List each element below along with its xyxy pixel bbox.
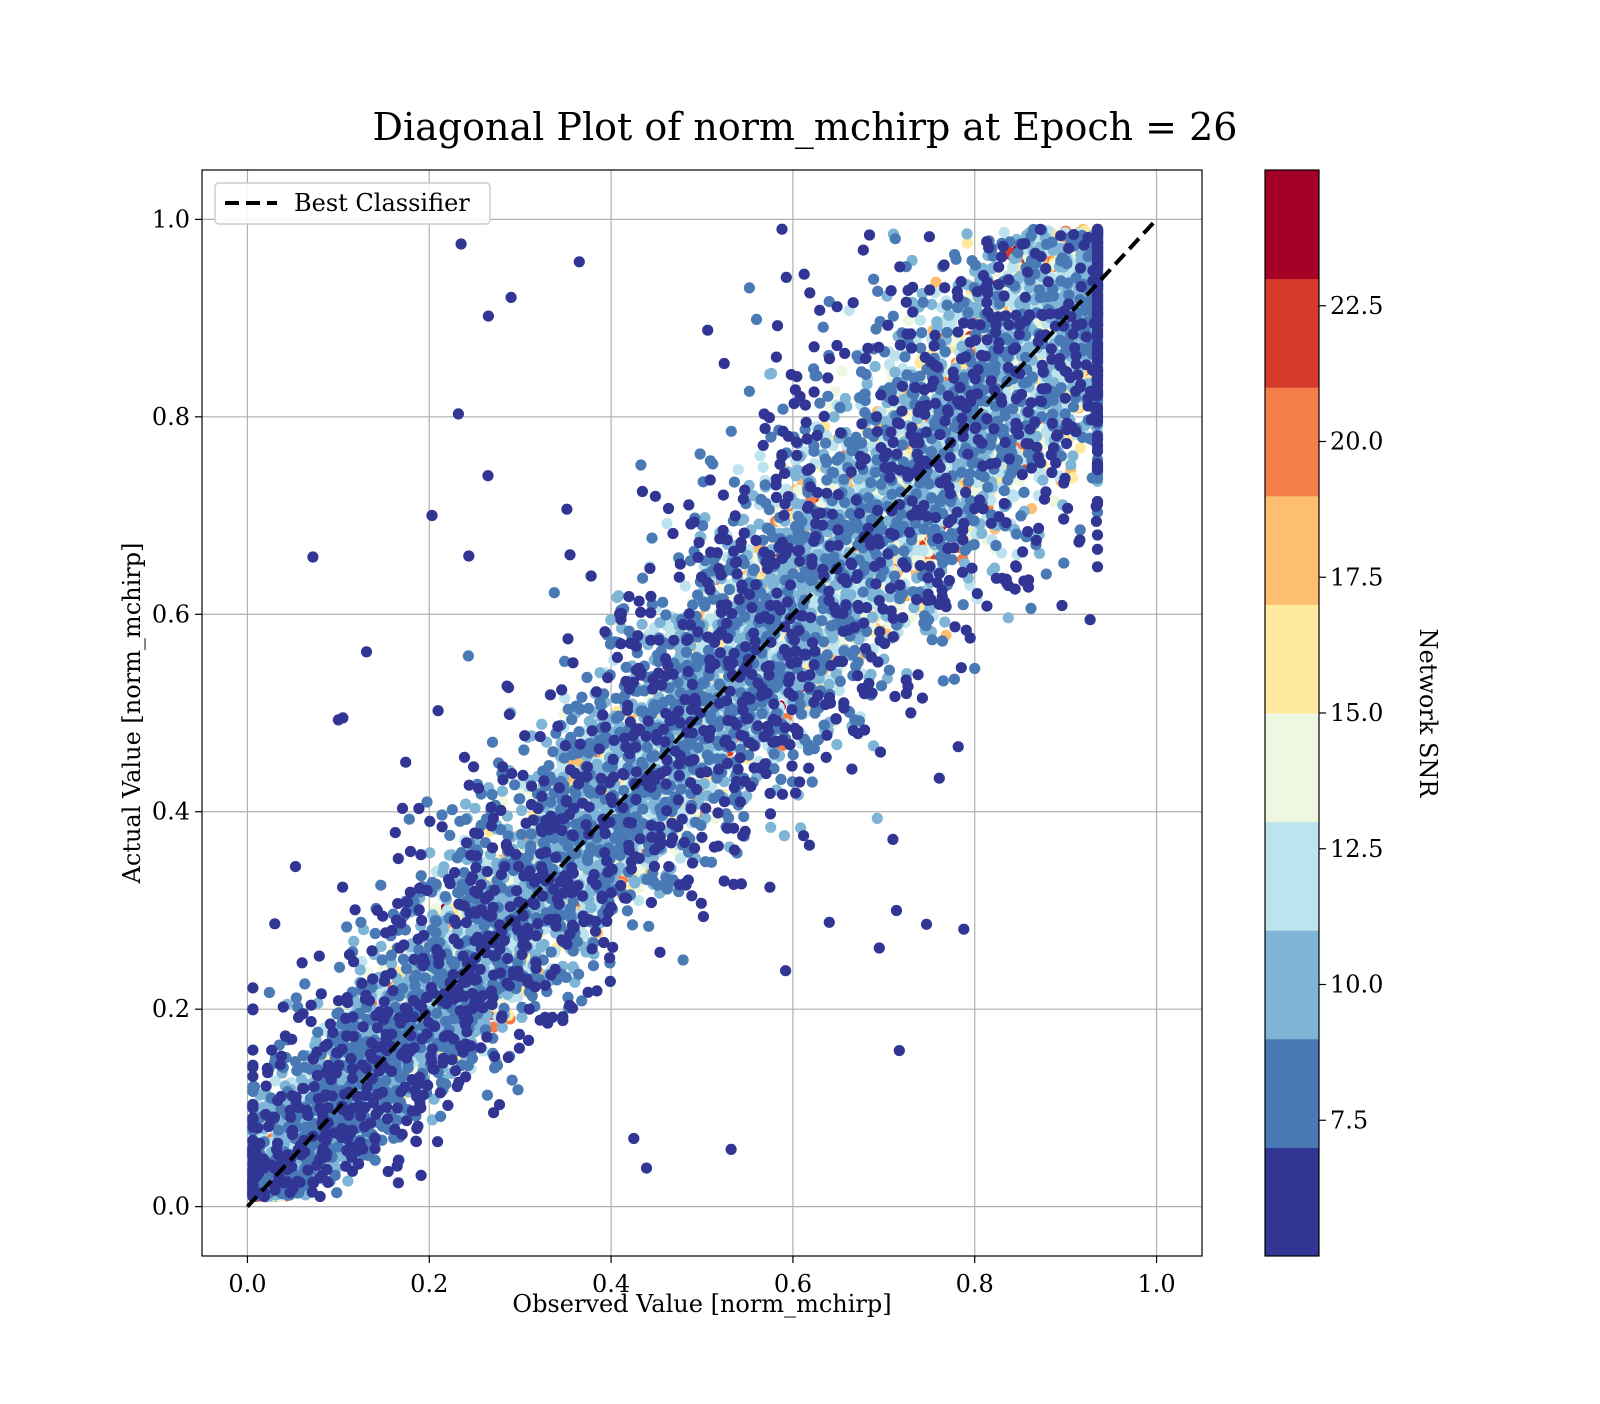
chart-title: Diagonal Plot of norm_mchirp at Epoch = … — [373, 105, 1238, 150]
